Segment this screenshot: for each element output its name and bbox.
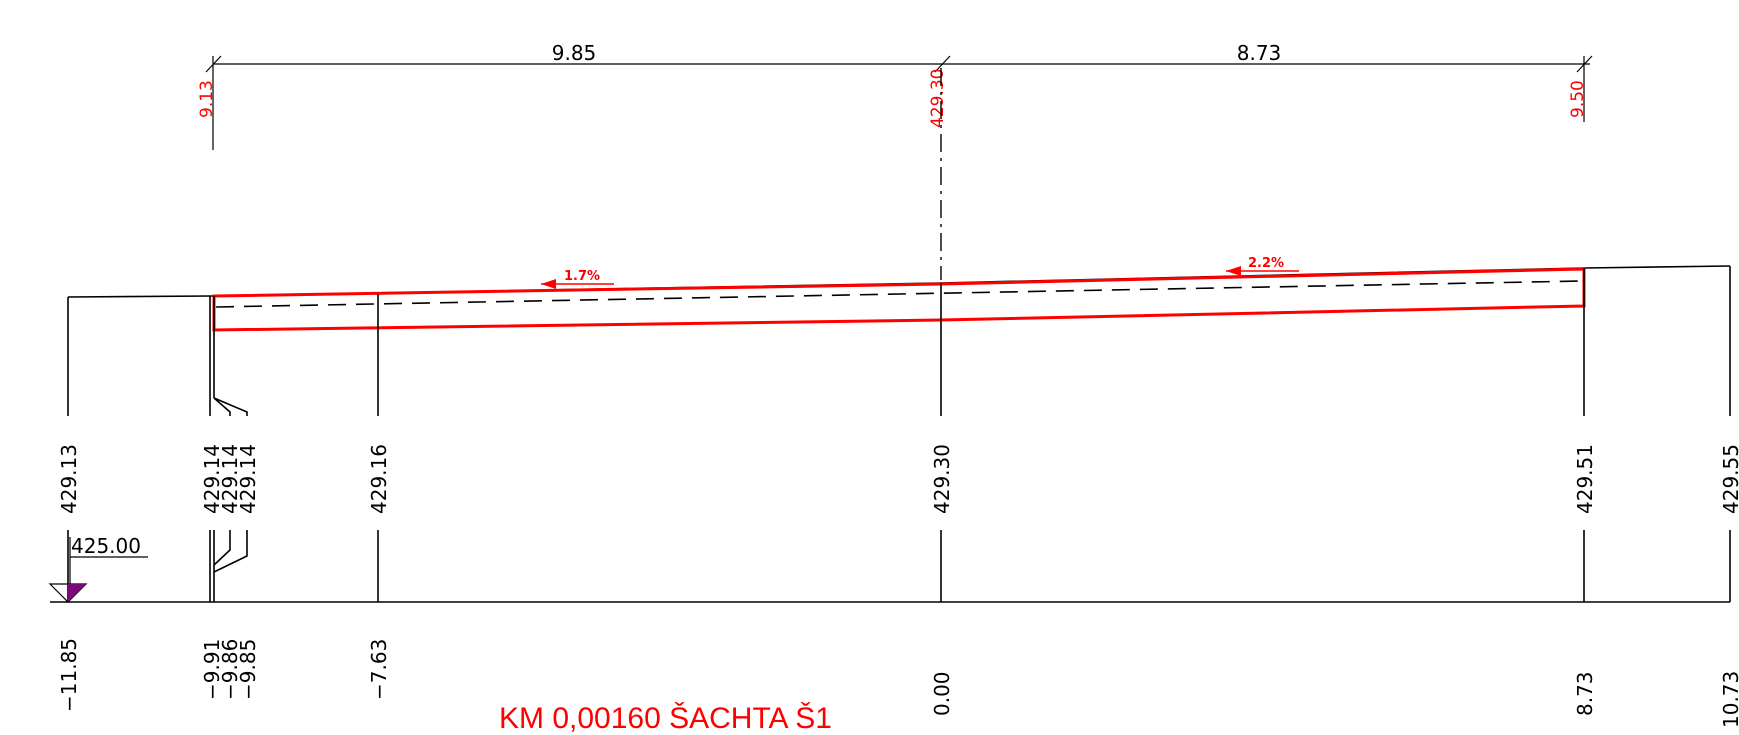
- dimension-line: [205, 55, 1593, 150]
- station-elevation-label: 429.14: [218, 444, 242, 514]
- station-elevation-label: 429.14: [200, 444, 224, 514]
- datum-marker: [48, 537, 148, 603]
- station-elevation-label: 429.51: [1573, 444, 1597, 514]
- station-offset-label: 8.73: [1573, 671, 1597, 716]
- datum-label: 425.00: [71, 534, 141, 558]
- station-lines-lower: [67, 530, 1731, 602]
- dimension-right-label: 8.73: [1237, 41, 1282, 65]
- road-axis-dashed: [215, 280, 1584, 308]
- station-offset-label: −9.85: [236, 639, 260, 700]
- right-edge-height-label: 9.50: [1568, 80, 1588, 118]
- station-offset-label: −9.86: [218, 639, 242, 700]
- station-offset-label: −11.85: [57, 638, 81, 712]
- station-offset-label: −9.91: [200, 639, 224, 700]
- slope-arrow-left: [541, 279, 614, 289]
- slope-left-label: 1.7%: [564, 269, 600, 284]
- station-elevation-label: 429.13: [57, 444, 81, 514]
- station-elevation-label: 429.55: [1719, 444, 1739, 514]
- station-offset-label: 10.73: [1719, 671, 1739, 728]
- slope-arrow-right: [1226, 266, 1299, 276]
- station-elevation-label: 429.16: [367, 444, 391, 514]
- station-elevation-label: 429.30: [930, 444, 954, 514]
- section-title: KM 0,00160 ŠACHTA Š1: [499, 701, 832, 735]
- center-edge-height-label: 429.30: [928, 69, 948, 128]
- slope-right-label: 2.2%: [1248, 256, 1284, 271]
- dimension-left-label: 9.85: [552, 41, 597, 65]
- station-offset-label: 0.00: [930, 671, 954, 716]
- station-elevation-label: 429.14: [236, 444, 260, 514]
- station-lines-upper: [67, 266, 1731, 416]
- pavement-outline: [212, 267, 1586, 332]
- left-edge-height-label: 9.13: [197, 80, 217, 118]
- station-offset-label: −7.63: [367, 639, 391, 700]
